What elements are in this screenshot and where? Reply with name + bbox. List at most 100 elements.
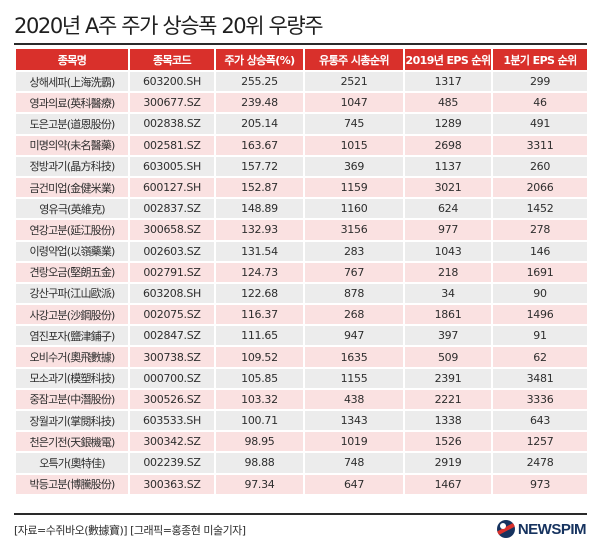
float-cap-rank-cell: 748 bbox=[305, 453, 403, 473]
table-row: 중잠고분(中潛股份) 300526.SZ 103.32 438 2221 3336 bbox=[16, 389, 587, 409]
eps-2019-rank-cell: 977 bbox=[405, 220, 491, 240]
price-gain-cell: 98.95 bbox=[216, 432, 303, 452]
eps-2019-rank-cell: 2698 bbox=[405, 135, 491, 155]
table-row: 강산구파(江山歐派) 603208.SH 122.68 878 34 90 bbox=[16, 283, 587, 304]
stock-name-cell: 견랑오금(堅朗五金) bbox=[16, 262, 128, 282]
float-cap-rank-cell: 1015 bbox=[305, 135, 403, 155]
table-row: 사강고분(沙鋼股份) 002075.SZ 116.37 268 1861 1496 bbox=[16, 305, 587, 325]
float-cap-rank-cell: 1160 bbox=[305, 199, 403, 219]
eps-q1-rank-cell: 2066 bbox=[493, 177, 587, 198]
stock-code-cell: 300526.SZ bbox=[130, 389, 214, 409]
stock-code-cell: 600127.SH bbox=[130, 177, 214, 198]
price-gain-cell: 111.65 bbox=[216, 326, 303, 346]
eps-2019-rank-cell: 218 bbox=[405, 262, 491, 282]
table-row: 견랑오금(堅朗五金) 002791.SZ 124.73 767 218 1691 bbox=[16, 262, 587, 282]
float-cap-rank-cell: 1155 bbox=[305, 368, 403, 388]
header-stock-code: 종목코드 bbox=[130, 49, 214, 70]
stock-name-cell: 천은기전(天銀機電) bbox=[16, 432, 128, 452]
eps-q1-rank-cell: 1257 bbox=[493, 432, 587, 452]
stock-code-cell: 603005.SH bbox=[130, 156, 214, 176]
price-gain-cell: 124.73 bbox=[216, 262, 303, 282]
float-cap-rank-cell: 283 bbox=[305, 241, 403, 261]
stock-code-cell: 300342.SZ bbox=[130, 432, 214, 452]
eps-2019-rank-cell: 509 bbox=[405, 347, 491, 367]
eps-q1-rank-cell: 1691 bbox=[493, 262, 587, 282]
table-row: 박등고분(博騰股份) 300363.SZ 97.34 647 1467 973 bbox=[16, 474, 587, 494]
stock-name-cell: 연강고분(延江股份) bbox=[16, 220, 128, 240]
price-gain-cell: 105.85 bbox=[216, 368, 303, 388]
stock-name-cell: 염진포자(鹽津鋪子) bbox=[16, 326, 128, 346]
stock-name-cell: 정방과기(晶方科技) bbox=[16, 156, 128, 176]
eps-q1-rank-cell: 146 bbox=[493, 241, 587, 261]
eps-2019-rank-cell: 1317 bbox=[405, 72, 491, 92]
price-gain-cell: 109.52 bbox=[216, 347, 303, 367]
float-cap-rank-cell: 745 bbox=[305, 114, 403, 134]
price-gain-cell: 152.87 bbox=[216, 177, 303, 198]
table-row: 영유극(英維克) 002837.SZ 148.89 1160 624 1452 bbox=[16, 199, 587, 219]
table-row: 도은고분(道恩股份) 002838.SZ 205.14 745 1289 491 bbox=[16, 114, 587, 134]
stock-name-cell: 미명의약(未名醫藥) bbox=[16, 135, 128, 155]
price-gain-cell: 103.32 bbox=[216, 389, 303, 409]
float-cap-rank-cell: 1635 bbox=[305, 347, 403, 367]
price-gain-cell: 131.54 bbox=[216, 241, 303, 261]
price-gain-cell: 116.37 bbox=[216, 305, 303, 325]
newspim-logo: NEWSPIM bbox=[496, 518, 587, 540]
price-gain-cell: 98.88 bbox=[216, 453, 303, 473]
price-gain-cell: 122.68 bbox=[216, 283, 303, 304]
stock-code-cell: 300658.SZ bbox=[130, 220, 214, 240]
stock-name-cell: 장월과기(掌閱科技) bbox=[16, 411, 128, 431]
stock-code-cell: 300363.SZ bbox=[130, 474, 214, 494]
float-cap-rank-cell: 767 bbox=[305, 262, 403, 282]
float-cap-rank-cell: 947 bbox=[305, 326, 403, 346]
source-credit: [자료=수쥐바오(數據寶)] [그래픽=홍종현 미술기자] bbox=[14, 524, 246, 537]
eps-2019-rank-cell: 485 bbox=[405, 93, 491, 113]
float-cap-rank-cell: 268 bbox=[305, 305, 403, 325]
page-title: 2020년 A주 주가 상승폭 20위 우량주 bbox=[14, 14, 324, 38]
stock-code-cell: 603533.SH bbox=[130, 411, 214, 431]
eps-q1-rank-cell: 643 bbox=[493, 411, 587, 431]
table-row: 금건미업(金健米業) 600127.SH 152.87 1159 3021 2066 bbox=[16, 177, 587, 198]
stock-code-cell: 002791.SZ bbox=[130, 262, 214, 282]
eps-q1-rank-cell: 3336 bbox=[493, 389, 587, 409]
table-row: 모소과기(模塑科技) 000700.SZ 105.85 1155 2391 3481 bbox=[16, 368, 587, 388]
table-row: 염진포자(鹽津鋪子) 002847.SZ 111.65 947 397 91 bbox=[16, 326, 587, 346]
stock-name-cell: 영유극(英維克) bbox=[16, 199, 128, 219]
stock-name-cell: 오비수거(奧飛數據) bbox=[16, 347, 128, 367]
eps-2019-rank-cell: 2221 bbox=[405, 389, 491, 409]
table-header-row: 종목명 종목코드 주가 상승폭(%) 유통주 시총순위 2019년 EPS 순위… bbox=[16, 49, 587, 70]
eps-q1-rank-cell: 1496 bbox=[493, 305, 587, 325]
stock-code-cell: 603200.SH bbox=[130, 72, 214, 92]
stock-code-cell: 300677.SZ bbox=[130, 93, 214, 113]
eps-2019-rank-cell: 34 bbox=[405, 283, 491, 304]
eps-q1-rank-cell: 3481 bbox=[493, 368, 587, 388]
eps-2019-rank-cell: 1137 bbox=[405, 156, 491, 176]
stock-name-cell: 강산구파(江山歐派) bbox=[16, 283, 128, 304]
table-row: 상해세파(上海洗霸) 603200.SH 255.25 2521 1317 299 bbox=[16, 72, 587, 92]
header-stock-name: 종목명 bbox=[16, 49, 128, 70]
price-gain-cell: 132.93 bbox=[216, 220, 303, 240]
price-gain-cell: 157.72 bbox=[216, 156, 303, 176]
float-cap-rank-cell: 1047 bbox=[305, 93, 403, 113]
stock-code-cell: 300738.SZ bbox=[130, 347, 214, 367]
float-cap-rank-cell: 1019 bbox=[305, 432, 403, 452]
eps-q1-rank-cell: 90 bbox=[493, 283, 587, 304]
eps-q1-rank-cell: 278 bbox=[493, 220, 587, 240]
stock-code-cell: 002581.SZ bbox=[130, 135, 214, 155]
stock-name-cell: 상해세파(上海洗霸) bbox=[16, 72, 128, 92]
stock-code-cell: 002239.SZ bbox=[130, 453, 214, 473]
eps-2019-rank-cell: 624 bbox=[405, 199, 491, 219]
top-divider bbox=[14, 43, 587, 45]
stock-name-cell: 영과의료(英科醫療) bbox=[16, 93, 128, 113]
price-gain-cell: 239.48 bbox=[216, 93, 303, 113]
float-cap-rank-cell: 2521 bbox=[305, 72, 403, 92]
stock-name-cell: 도은고분(道恩股份) bbox=[16, 114, 128, 134]
price-gain-cell: 148.89 bbox=[216, 199, 303, 219]
header-eps-2019-rank: 2019년 EPS 순위 bbox=[405, 49, 491, 70]
eps-q1-rank-cell: 46 bbox=[493, 93, 587, 113]
table-row: 영과의료(英科醫療) 300677.SZ 239.48 1047 485 46 bbox=[16, 93, 587, 113]
price-gain-cell: 97.34 bbox=[216, 474, 303, 494]
stock-name-cell: 이령약업(以嶺藥業) bbox=[16, 241, 128, 261]
eps-q1-rank-cell: 260 bbox=[493, 156, 587, 176]
stock-code-cell: 002075.SZ bbox=[130, 305, 214, 325]
eps-2019-rank-cell: 1526 bbox=[405, 432, 491, 452]
